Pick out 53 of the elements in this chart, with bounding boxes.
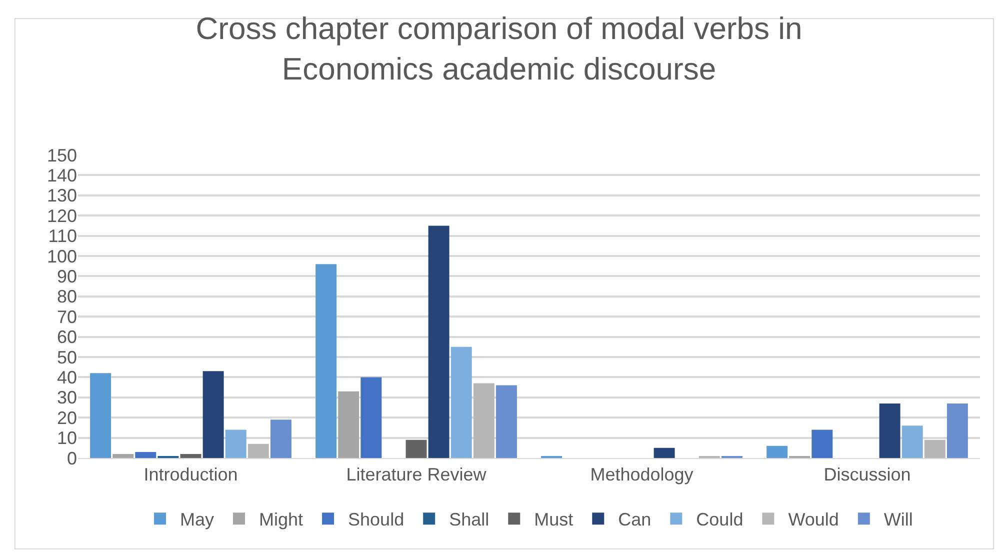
y-tick-label: 110	[48, 226, 77, 246]
y-tick-label: 70	[56, 306, 77, 327]
y-tick-label: 150	[46, 145, 77, 166]
bar	[112, 454, 134, 458]
bar	[360, 377, 382, 458]
y-tick-label: 100	[46, 246, 77, 266]
x-tick-label: Methodology	[590, 464, 694, 485]
y-tick-label: 40	[56, 368, 77, 388]
y-tick-label: 90	[56, 266, 77, 286]
y-tick-label: 120	[46, 206, 77, 226]
y-tick-label: 20	[56, 408, 77, 428]
legend-label: Must	[534, 510, 574, 530]
bar	[766, 446, 788, 458]
y-tick-label: 140	[46, 166, 77, 186]
bar	[496, 385, 517, 458]
legend-label: Can	[618, 510, 652, 530]
legend-label: Would	[788, 510, 839, 530]
bar	[902, 426, 923, 458]
x-tick-label: Introduction	[144, 464, 238, 485]
bar	[90, 373, 112, 458]
bar	[654, 448, 675, 458]
legend-label: Could	[696, 510, 744, 530]
bar	[406, 440, 427, 458]
bar	[946, 403, 968, 458]
bar	[450, 346, 472, 458]
y-tick-label: 50	[56, 347, 77, 368]
bar	[924, 440, 946, 458]
y-tick-label: 80	[56, 286, 77, 307]
legend-label: May	[180, 510, 214, 530]
bar	[338, 391, 360, 458]
y-tick-label: 60	[56, 327, 77, 348]
bar	[270, 420, 292, 458]
bar	[316, 264, 337, 458]
bar	[135, 452, 156, 458]
bar	[202, 371, 224, 458]
bar	[812, 430, 833, 458]
chart-title: Cross chapter comparison of modal verbs in Economics academic discourse	[196, 11, 802, 86]
legend-label: Will	[884, 510, 913, 530]
y-tick-label: 0	[66, 448, 77, 468]
bar	[428, 226, 450, 458]
bar	[248, 444, 269, 458]
bar	[225, 430, 246, 458]
bar	[879, 403, 900, 458]
legend-label: Shall	[449, 510, 490, 530]
legend-label: Might	[259, 510, 304, 530]
x-tick-label: Discussion	[824, 464, 911, 485]
legend-label: Should	[348, 510, 404, 530]
bar	[180, 454, 202, 458]
y-tick-label: 30	[56, 388, 77, 408]
bar	[473, 383, 494, 458]
y-tick-label: 10	[56, 428, 77, 448]
y-tick-label: 130	[46, 186, 77, 206]
x-tick-label: Literature Review	[346, 464, 488, 485]
